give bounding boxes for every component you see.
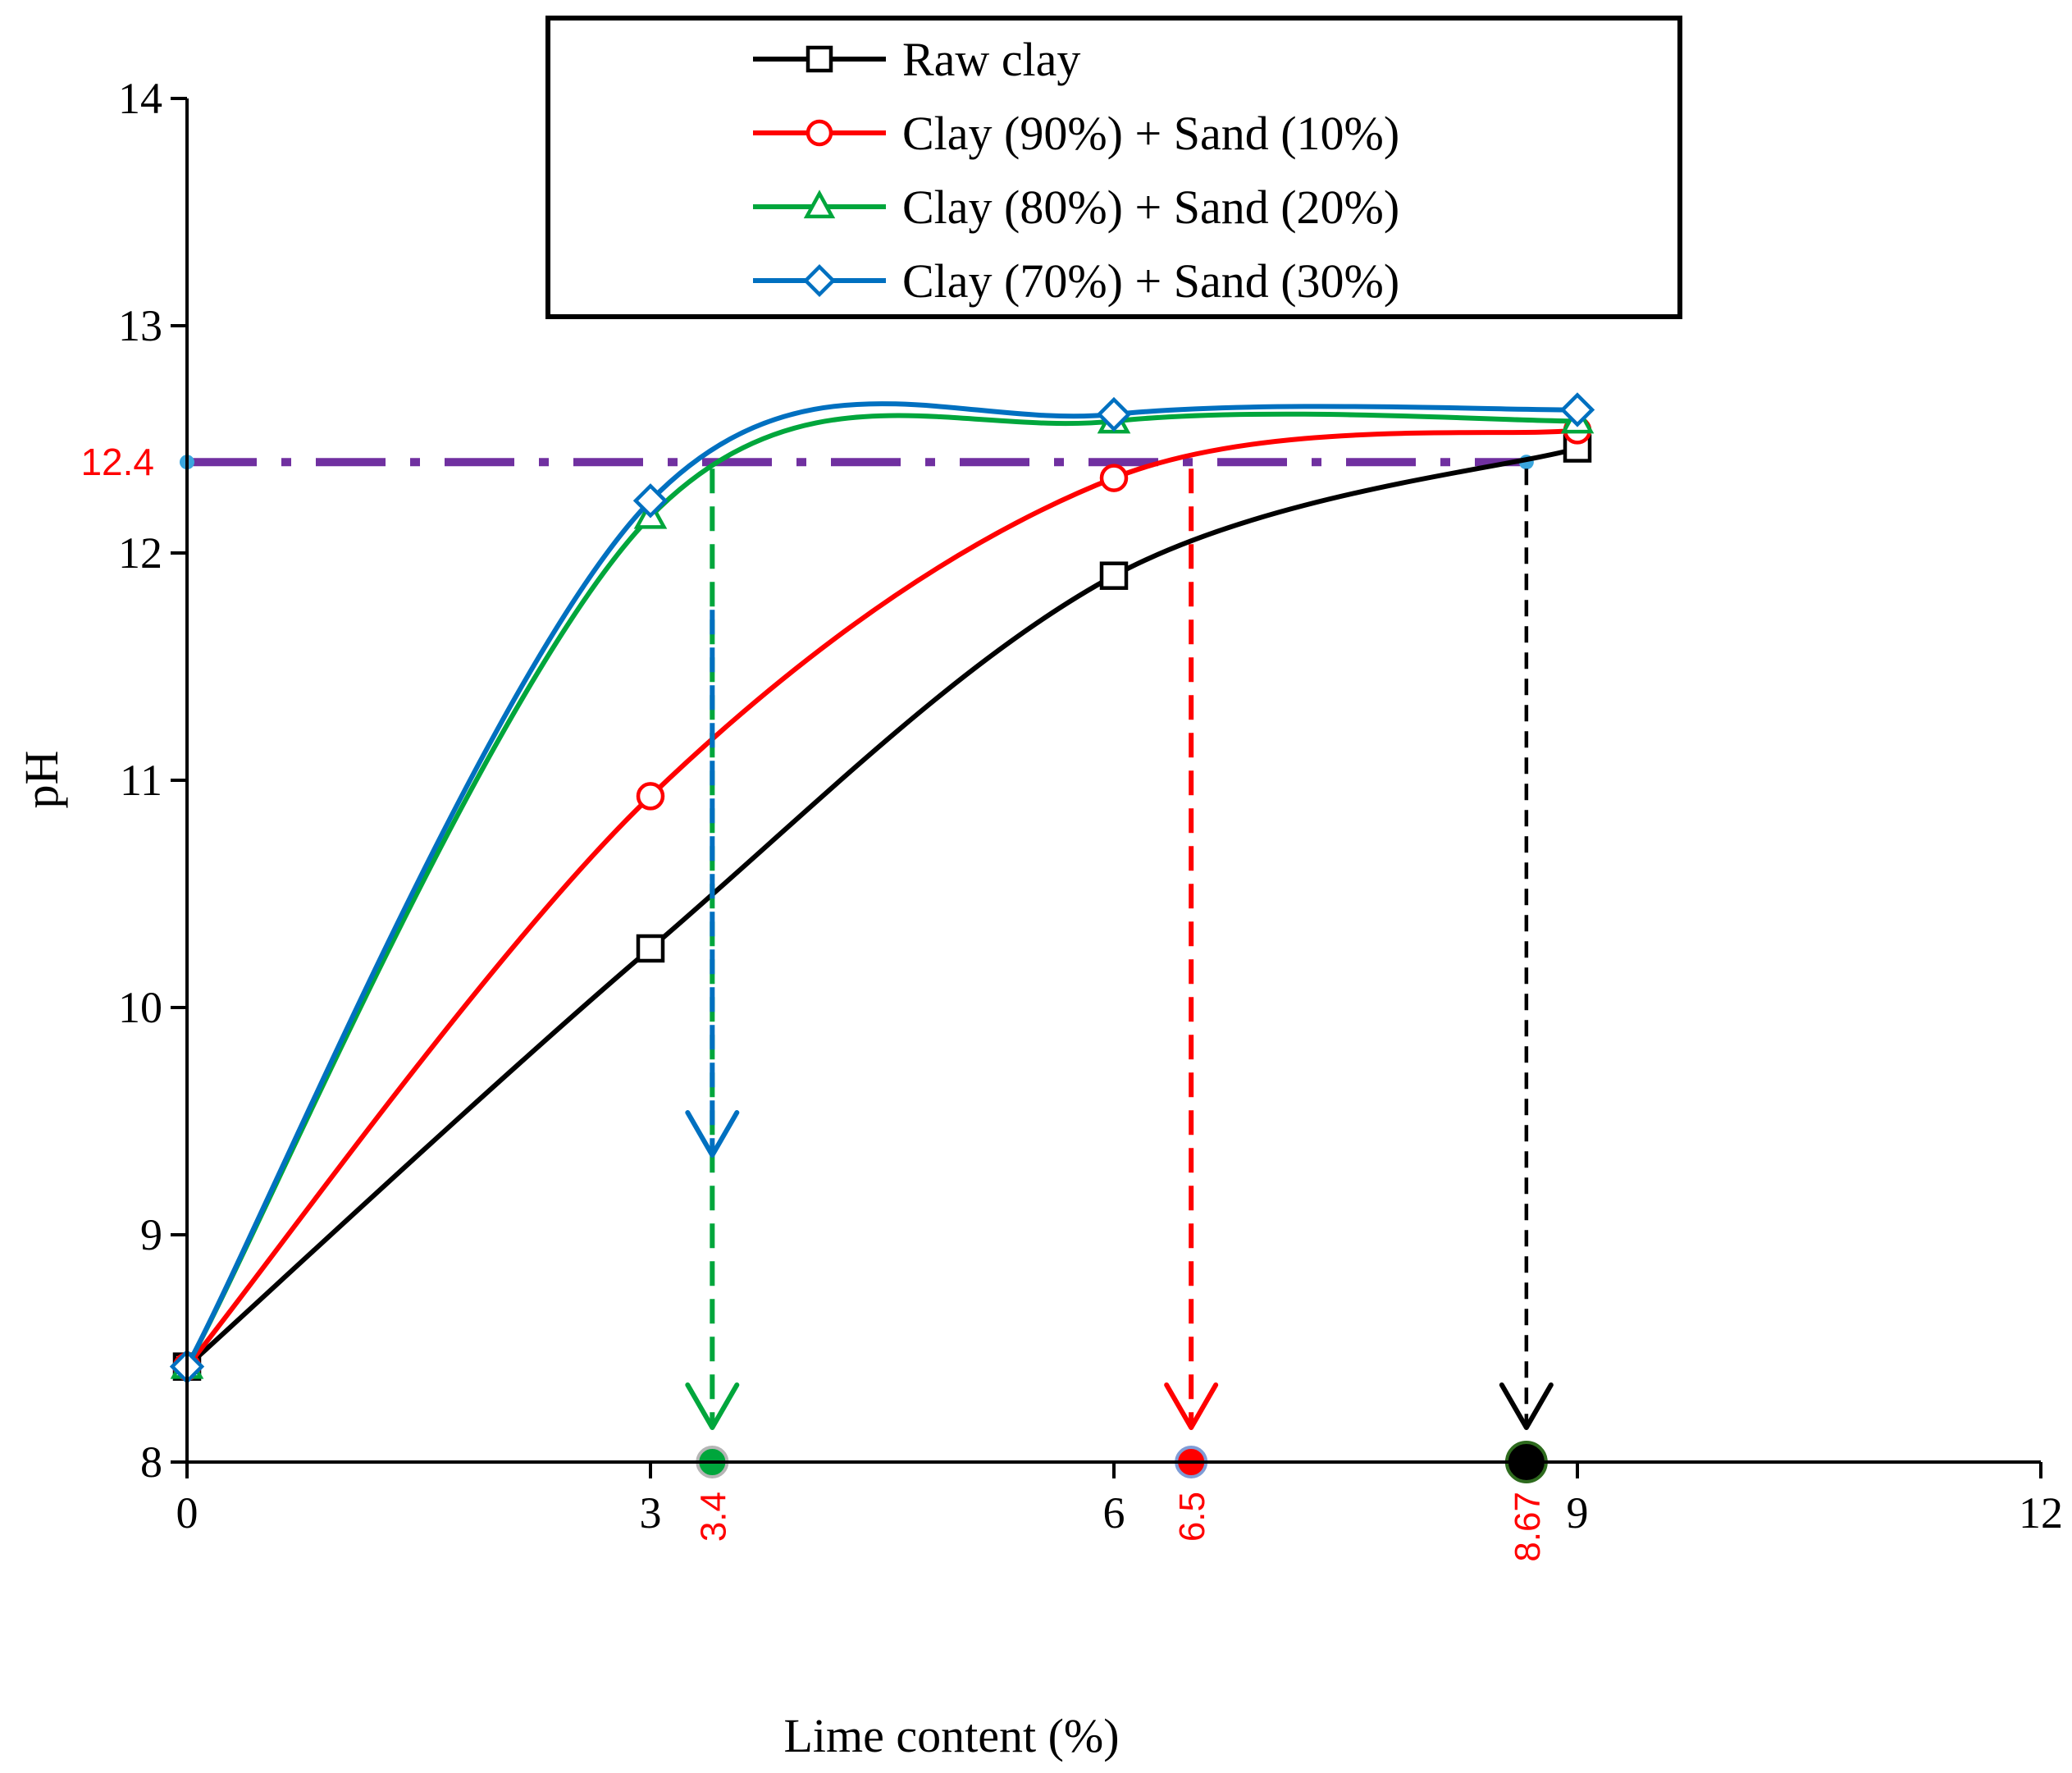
arrow-3-4-secondary-head [685, 1110, 740, 1158]
legend-entry-clay-90-sand-10: Clay (90%) + Sand (10%) [902, 107, 1399, 160]
axes-layer: 8 9 10 11 12 13 14 0 3 6 9 12 [118, 74, 2063, 1538]
series-layer [169, 392, 1595, 1384]
x-tick-label-3: 3 [640, 1488, 662, 1538]
data-point-clay-70-sand-30-1 [632, 483, 669, 519]
reference-layer: 12.4 [80, 441, 1534, 483]
data-point-raw-clay-1 [636, 934, 665, 963]
legend-swatch-marker-clay-90-sand-10 [806, 119, 833, 147]
legend-swatch-marker-clay-70-sand-30 [803, 264, 836, 297]
x-tick-label-6: 6 [1103, 1488, 1125, 1538]
series-line-raw-clay [185, 446, 1578, 1369]
y-tick-label-10: 10 [118, 983, 162, 1032]
arrow-6-5-head [1164, 1382, 1219, 1430]
legend-swatch-marker-clay-80-sand-20 [803, 190, 836, 219]
x-axis-label: Lime content (%) [783, 1709, 1119, 1762]
data-point-clay-90-sand-10-2 [1099, 464, 1129, 492]
legend-entry-raw-clay: Raw clay [902, 33, 1080, 86]
reference-line-label: 12.4 [80, 441, 154, 483]
y-tick-label-13: 13 [118, 301, 162, 350]
data-point-clay-70-sand-30-2 [1096, 396, 1132, 432]
legend-box [545, 16, 1682, 319]
y-tick-label-12: 12 [118, 528, 162, 578]
legend-entry-clay-70-sand-30: Clay (70%) + Sand (30%) [902, 254, 1399, 308]
series-line-clay-90-sand-10 [185, 427, 1578, 1369]
arrow-8-67-head [1499, 1382, 1554, 1430]
legend-entry-clay-80-sand-20: Clay (80%) + Sand (20%) [902, 180, 1399, 234]
x-annotation-label-6-5: 6.5 [1172, 1492, 1212, 1542]
x-annotation-label-3-4: 3.4 [693, 1492, 733, 1542]
x-tick-label-12: 12 [2019, 1488, 2063, 1538]
x-tick-label-0: 0 [176, 1488, 199, 1538]
series-line-clay-80-sand-20 [185, 411, 1578, 1369]
data-point-raw-clay-2 [1099, 561, 1129, 590]
legend-swatch-marker-raw-clay [806, 45, 833, 73]
y-axis-label: pH [15, 751, 68, 809]
data-point-clay-70-sand-30-3 [1559, 392, 1595, 427]
legend: Raw clay Clay (90%) + Sand (10%) Clay (80%… [545, 16, 1682, 319]
data-point-clay-90-sand-10-1 [636, 782, 665, 811]
x-annotation-label-8-67: 8.67 [1508, 1492, 1548, 1562]
series-line-clay-70-sand-30 [185, 401, 1578, 1369]
y-tick-label-14: 14 [118, 74, 162, 123]
y-tick-label-11: 11 [120, 756, 162, 805]
y-tick-label-8: 8 [140, 1437, 162, 1487]
y-tick-label-9: 9 [140, 1210, 162, 1259]
annotation-layer: 3.4 6.5 8.67 [685, 468, 1554, 1562]
arrow-3-4-head [685, 1382, 740, 1430]
x-tick-label-9: 9 [1567, 1488, 1589, 1538]
